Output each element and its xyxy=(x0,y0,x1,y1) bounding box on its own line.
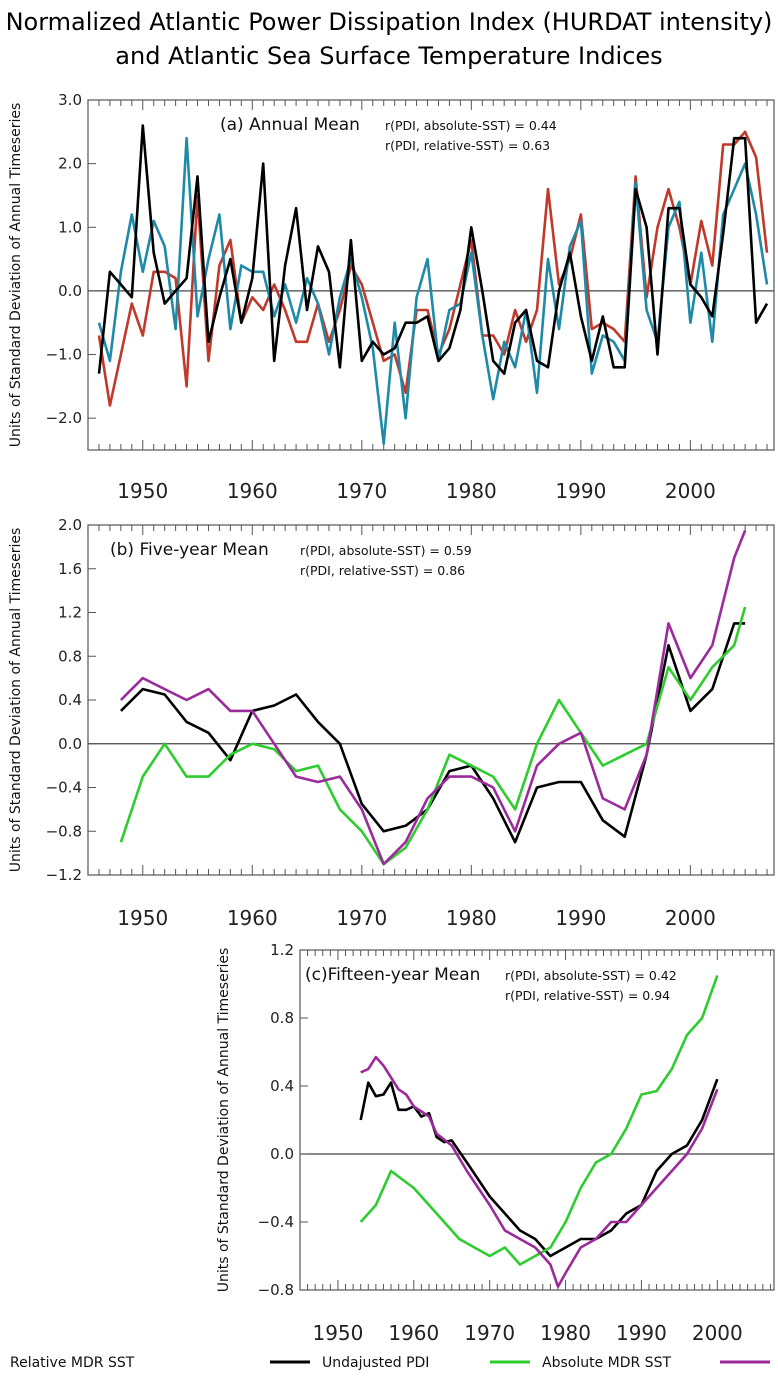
y-tick-label: 1.0 xyxy=(58,218,82,236)
y-tick-label: 3.0 xyxy=(58,91,82,109)
x-tick-label: 1970 xyxy=(464,1321,515,1345)
correlation-relative: r(PDI, relative-SST) = 0.94 xyxy=(505,988,670,1003)
x-tick-label: 1960 xyxy=(227,479,278,503)
x-tick-label: 1960 xyxy=(227,906,278,930)
panel-label: (c)Fifteen-year Mean xyxy=(305,965,480,985)
x-tick-label: 1970 xyxy=(336,479,387,503)
x-tick-label: 1990 xyxy=(555,479,606,503)
x-tick-label: 1990 xyxy=(555,906,606,930)
chart-title-line-2: and Atlantic Sea Surface Temperature Ind… xyxy=(115,42,663,70)
y-tick-label: 2.0 xyxy=(58,155,82,173)
x-tick-label: 2000 xyxy=(665,906,716,930)
x-tick-label: 1980 xyxy=(540,1321,591,1345)
x-tick-label: 1980 xyxy=(446,906,497,930)
chart-panel-2: 2.0 1.6 1.2 0.8 0.4 0.0 −0.4 −0.8 −1.2 1950 1960 19… xyxy=(8,516,775,930)
y-tick-label: −2.0 xyxy=(46,409,82,427)
y-tick-label: 1.6 xyxy=(58,560,82,578)
legend-label: Undajusted PDI xyxy=(322,1355,429,1371)
y-tick-label: 0.0 xyxy=(58,735,82,753)
panel-label: (b) Five-year Mean xyxy=(110,540,269,560)
y-tick-label: 0.8 xyxy=(58,647,82,665)
legend-label: Absolute MDR SST xyxy=(542,1355,671,1371)
y-axis-label: Units of Standard Deviation of Annual Ti… xyxy=(8,103,24,448)
correlation-absolute: r(PDI, absolute-SST) = 0.59 xyxy=(300,543,472,558)
y-tick-label: 1.2 xyxy=(270,941,294,959)
x-tick-label: 1980 xyxy=(446,479,497,503)
y-tick-label: 0.4 xyxy=(58,691,82,709)
chart-panel-1: 3.0 2.0 1.0 0.0 −1.0 −2.0 1950 1960 1970 1980 1990… xyxy=(8,91,775,503)
x-tick-label: 1990 xyxy=(616,1321,667,1345)
plot-frame xyxy=(299,949,775,1291)
plot-frame xyxy=(87,99,775,451)
series-line-2 xyxy=(359,975,719,1266)
series-line-3 xyxy=(97,124,769,375)
y-tick-label: 0.8 xyxy=(270,1009,294,1027)
y-tick-label: 2.0 xyxy=(58,516,82,534)
y-axis-label: Units of Standard Deviation of Annual Ti… xyxy=(8,528,24,873)
y-axis-label: Units of Standard Deviation of Annual Ti… xyxy=(216,948,232,1293)
correlation-relative: r(PDI, relative-SST) = 0.63 xyxy=(385,138,550,153)
correlation-relative: r(PDI, relative-SST) = 0.86 xyxy=(300,563,465,578)
y-tick-label: −1.2 xyxy=(46,866,82,884)
panel-label: (a) Annual Mean xyxy=(220,115,360,135)
x-tick-label: 1950 xyxy=(117,906,168,930)
chart-panel-3: 1.2 0.8 0.4 0.0 −0.4 −0.8 1950 1960 1970 1980 1990… xyxy=(216,941,775,1345)
y-tick-label: −0.8 xyxy=(258,1281,294,1299)
x-tick-label: 1950 xyxy=(117,479,168,503)
series-line-3 xyxy=(360,1055,719,1288)
x-tick-label: 1970 xyxy=(336,906,387,930)
series-line-1 xyxy=(97,130,769,407)
y-tick-label: 0.0 xyxy=(270,1145,294,1163)
series-line-3 xyxy=(119,530,747,866)
series-line-1 xyxy=(359,1078,719,1258)
x-tick-label: 1960 xyxy=(388,1321,439,1345)
legend-label: Relative MDR SST xyxy=(10,1355,135,1371)
y-tick-label: −0.8 xyxy=(46,822,82,840)
y-tick-label: −0.4 xyxy=(258,1213,294,1231)
correlation-absolute: r(PDI, absolute-SST) = 0.42 xyxy=(505,968,677,983)
legend: Undajusted PDI Absolute MDR SST Relative M… xyxy=(10,1355,770,1371)
y-tick-label: −1.0 xyxy=(46,346,82,364)
correlation-absolute: r(PDI, absolute-SST) = 0.44 xyxy=(385,118,557,133)
x-tick-label: 2000 xyxy=(692,1321,743,1345)
y-tick-label: 0.0 xyxy=(58,282,82,300)
x-tick-label: 2000 xyxy=(665,479,716,503)
x-tick-label: 1950 xyxy=(312,1321,363,1345)
y-tick-label: −0.4 xyxy=(46,779,82,797)
y-tick-label: 0.4 xyxy=(270,1077,294,1095)
y-tick-label: 1.2 xyxy=(58,604,82,622)
chart-title-line-1: Normalized Atlantic Power Dissipation In… xyxy=(5,8,773,36)
